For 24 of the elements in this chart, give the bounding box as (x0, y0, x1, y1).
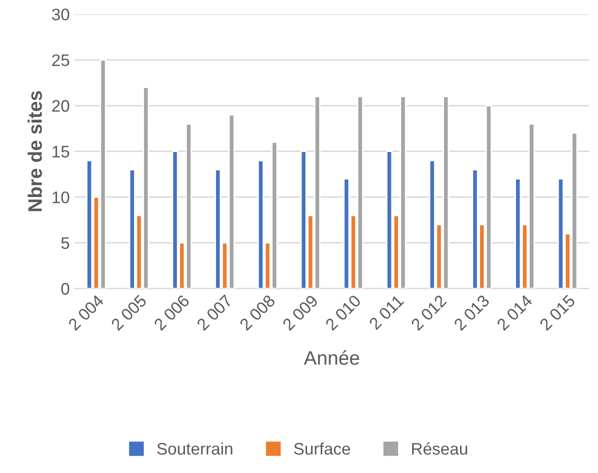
y-tick-label: 5 (61, 237, 70, 250)
x-tick-label: 2 013 (453, 294, 490, 331)
x-tick-label: 2 014 (496, 294, 534, 331)
legend-label: Réseau (412, 442, 468, 455)
y-tick-label: 10 (52, 191, 70, 204)
x-tick-label: 2 004 (68, 294, 104, 331)
x-tick-label: 2 015 (539, 294, 576, 331)
y-axis-title: Nbre de sites (28, 91, 42, 212)
x-tick-label: 2 012 (410, 294, 448, 331)
legend-label: Surface (294, 442, 350, 455)
y-tick-label: 25 (52, 54, 70, 66)
y-tick-label: 20 (52, 100, 70, 112)
y-tick-label: 15 (52, 146, 70, 158)
x-tick-label: 2 011 (368, 294, 404, 330)
y-tick-label: 30 (52, 8, 70, 20)
x-tick-label: 2 009 (282, 294, 319, 331)
y-tick-label: 0 (61, 282, 70, 295)
legend-label: Souterrain (157, 442, 232, 455)
x-tick-label: 2 008 (239, 294, 276, 331)
x-tick-label: 2 007 (196, 294, 233, 331)
x-axis-title: Année (304, 350, 360, 365)
x-tick-label: 2 010 (324, 294, 362, 331)
x-tick-label: 2 006 (153, 294, 190, 331)
x-tick-label: 2 005 (110, 294, 148, 331)
